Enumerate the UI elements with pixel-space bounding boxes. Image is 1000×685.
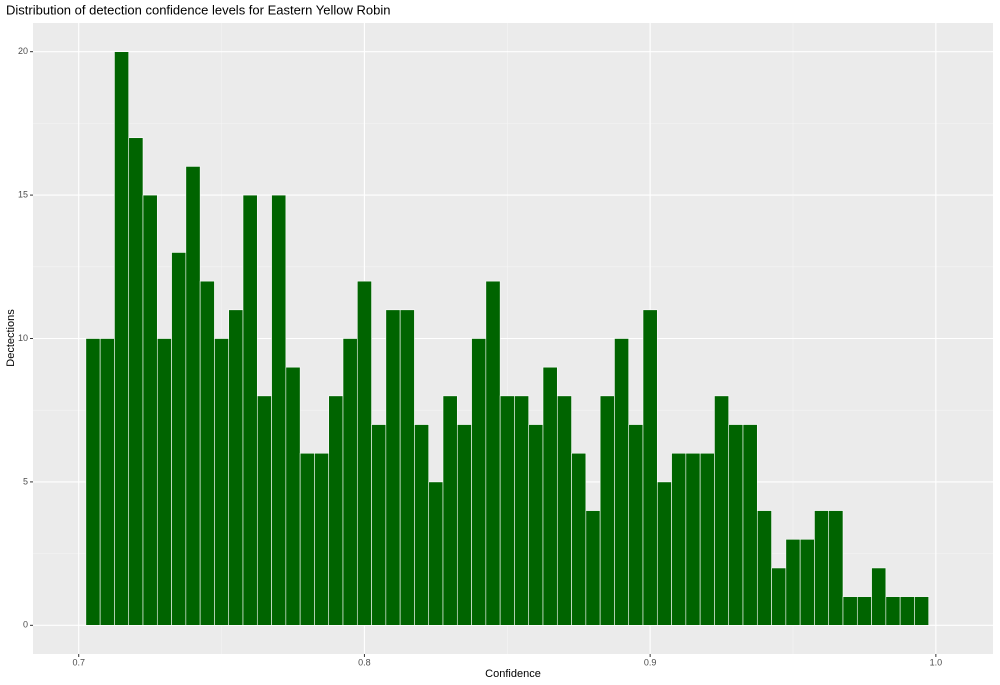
bar [142, 194, 158, 626]
bar [556, 395, 572, 626]
bar [585, 510, 601, 626]
bar [99, 338, 115, 626]
bar [285, 366, 301, 626]
bar [271, 194, 287, 626]
bar [485, 280, 501, 626]
bar [171, 252, 187, 626]
bar [199, 280, 215, 626]
bar [571, 452, 587, 626]
bar [628, 424, 644, 626]
bar [885, 596, 901, 626]
x-tick-label: 1.0 [930, 657, 943, 667]
bar [356, 280, 372, 626]
bar [914, 596, 930, 626]
y-tick-label: 10 [18, 333, 28, 343]
bar [385, 309, 401, 626]
bar [399, 309, 415, 626]
bar [599, 395, 615, 626]
bar [842, 596, 858, 626]
bar [499, 395, 515, 626]
y-tick-label: 15 [18, 189, 28, 199]
bar [228, 309, 244, 626]
bar [785, 538, 801, 626]
x-tick-label: 0.9 [644, 657, 657, 667]
bar [642, 309, 658, 626]
bar [699, 452, 715, 626]
x-tick-label: 0.7 [72, 657, 85, 667]
bar [656, 481, 672, 626]
bar [242, 194, 258, 626]
bar [128, 137, 144, 626]
bar [214, 338, 230, 626]
bar [471, 338, 487, 626]
chart-title: Distribution of detection confidence lev… [6, 2, 390, 17]
bar [871, 567, 887, 626]
bar [414, 424, 430, 626]
y-tick-label: 5 [23, 476, 28, 486]
bar [728, 424, 744, 626]
bar [256, 395, 272, 626]
bar [742, 424, 758, 626]
bar [528, 424, 544, 626]
bar [156, 338, 172, 626]
bar [771, 567, 787, 626]
x-tick-label: 0.8 [358, 657, 371, 667]
bar [328, 395, 344, 626]
bar [85, 338, 101, 626]
bar [342, 338, 358, 626]
bar [685, 452, 701, 626]
bar [856, 596, 872, 626]
bar [756, 510, 772, 626]
bar [114, 51, 130, 626]
bar [899, 596, 915, 626]
bar [542, 366, 558, 626]
y-tick-label: 0 [23, 620, 28, 630]
y-tick-label: 20 [18, 46, 28, 56]
bar [814, 510, 830, 626]
bar [714, 395, 730, 626]
bar [671, 452, 687, 626]
bar [299, 452, 315, 626]
bar [442, 395, 458, 626]
bar [314, 452, 330, 626]
bar [799, 538, 815, 626]
bar [428, 481, 444, 626]
bar [828, 510, 844, 626]
bar [614, 338, 630, 626]
bar [514, 395, 530, 626]
y-axis-label: Dectections [5, 309, 17, 367]
bar [185, 166, 201, 626]
bar [371, 424, 387, 626]
x-axis-label: Confidence [485, 668, 541, 680]
bar [456, 424, 472, 626]
